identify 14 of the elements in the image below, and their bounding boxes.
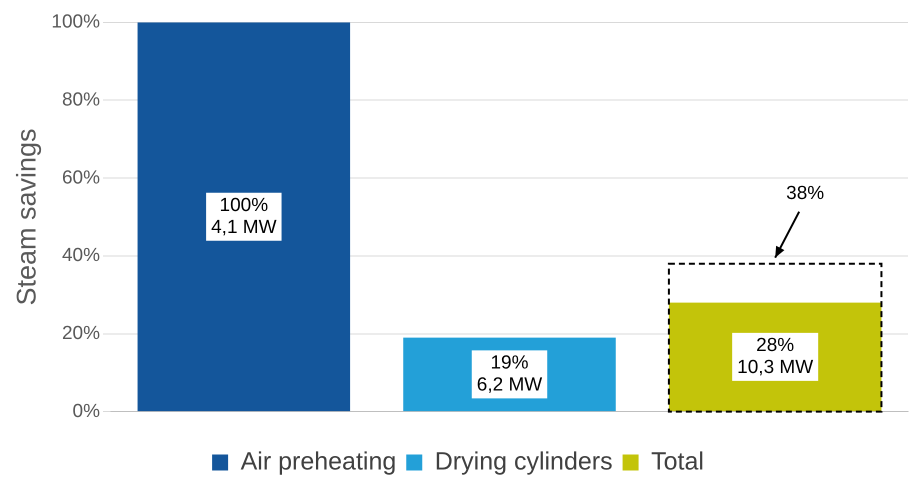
- y-tick-label: 60%: [62, 167, 100, 188]
- legend-label: Air preheating: [240, 447, 396, 476]
- y-tick-label: 80%: [62, 89, 100, 110]
- y-tick-label: 0%: [72, 400, 100, 422]
- y-tick-label: 40%: [62, 245, 100, 266]
- y-tick-label: 100%: [51, 12, 100, 33]
- legend-label: Total: [651, 447, 704, 476]
- data-label: 19% 6,2 MW: [476, 352, 542, 396]
- legend-label: Drying cylinders: [434, 447, 613, 476]
- y-tick-label: 20%: [62, 322, 100, 344]
- data-label: 100% 4,1 MW: [211, 194, 277, 238]
- data-label: 38%: [786, 182, 824, 204]
- data-label: 28% 10,3 MW: [737, 335, 814, 378]
- y-axis-title: Steam savings: [12, 128, 42, 306]
